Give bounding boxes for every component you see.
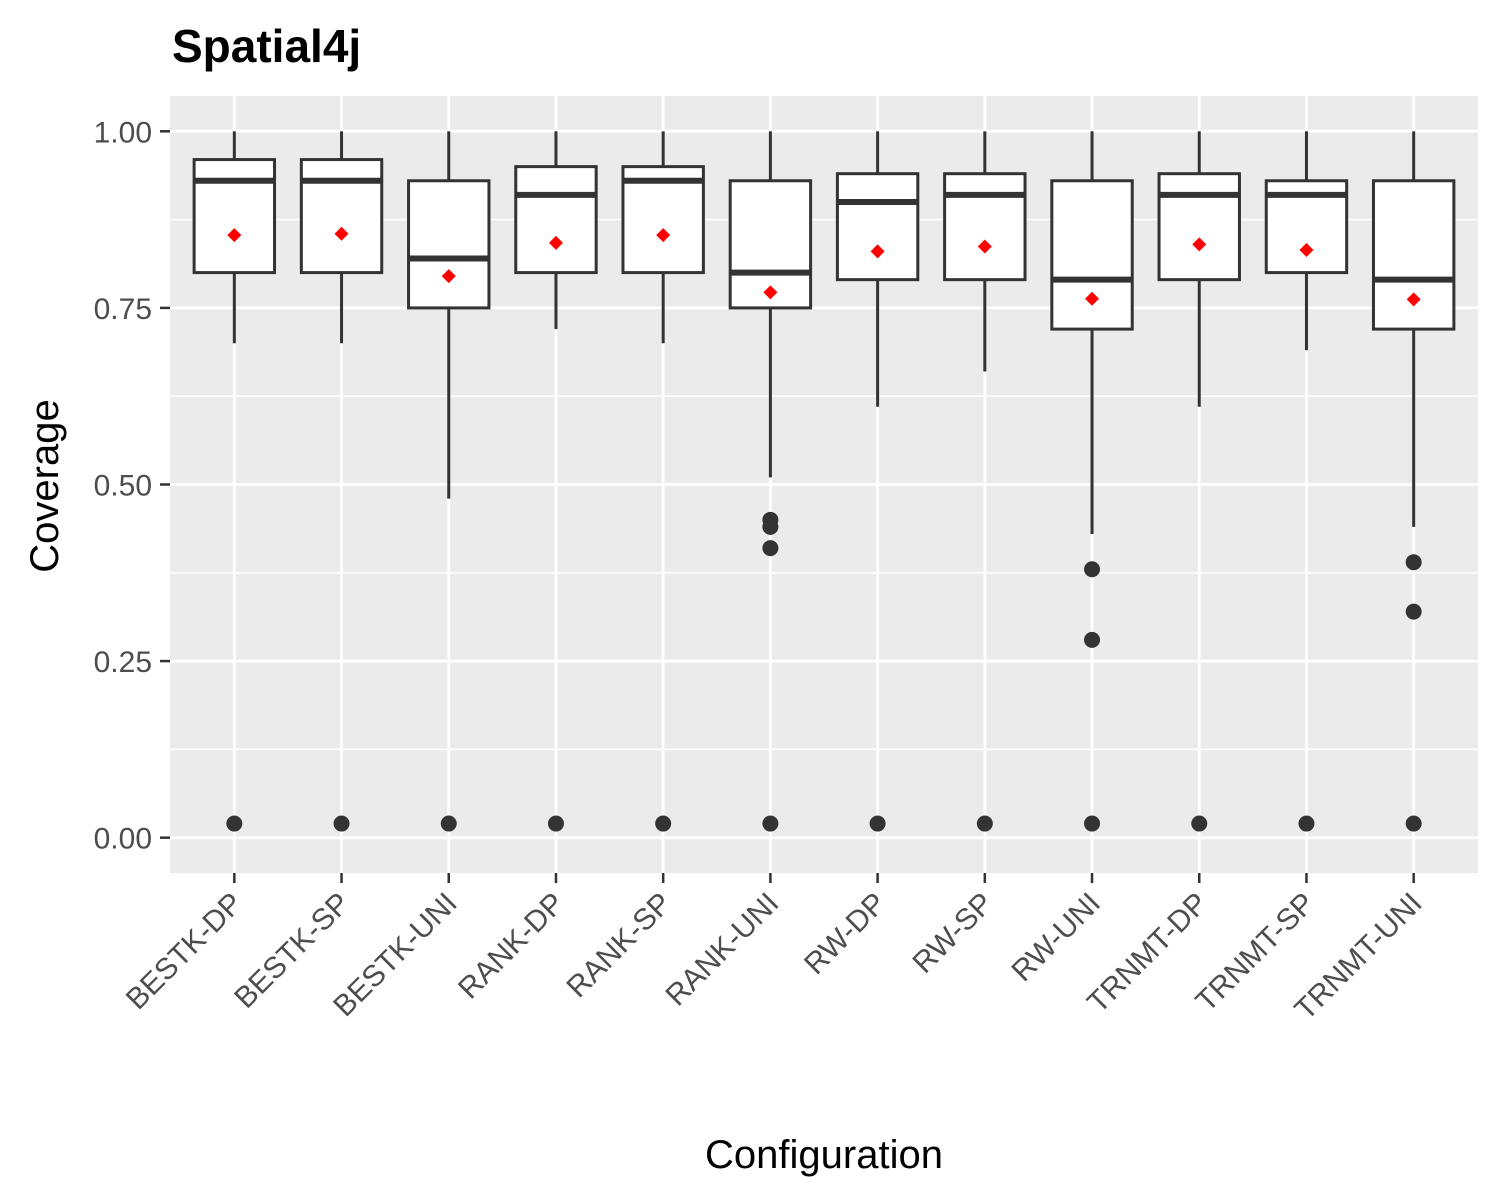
box-body (1157, 172, 1241, 282)
x-axis-title: Configuration (705, 1133, 943, 1177)
box-group (835, 131, 920, 832)
mean-marker (227, 228, 242, 243)
box-body (192, 158, 277, 275)
x-tick-label: RANK-UNI (659, 887, 785, 1013)
outlier-point (1405, 554, 1422, 571)
outlier-point (1191, 815, 1208, 832)
mean-marker (548, 235, 563, 250)
outlier-point (440, 815, 457, 832)
y-tick-label: 0.50 (94, 470, 152, 503)
mean-marker (870, 244, 885, 259)
outlier-point (762, 540, 779, 557)
mean-marker (977, 239, 992, 254)
y-tick-label: 0.00 (94, 823, 152, 856)
x-tick-label: BESTK-DP (120, 887, 249, 1016)
box-body (299, 158, 384, 275)
box-group (1371, 131, 1456, 832)
box-body (621, 165, 705, 275)
y-tick-label: 0.25 (94, 646, 152, 679)
y-tick-label: 0.75 (94, 293, 152, 326)
y-tick-label: 1.00 (94, 116, 152, 149)
box-body (1050, 179, 1134, 331)
mean-marker (334, 226, 349, 241)
box-body (407, 179, 491, 310)
x-tick-label: RW-UNI (1005, 887, 1107, 989)
outlier-point (1084, 561, 1101, 578)
outlier-point (655, 815, 672, 832)
box-group (943, 131, 1027, 832)
mean-marker (441, 269, 456, 284)
outlier-point (1405, 815, 1422, 832)
box-body (514, 165, 598, 275)
outlier-point (762, 815, 779, 832)
box-series (192, 131, 1456, 832)
outlier-point (1084, 815, 1101, 832)
x-tick-label: RANK-SP (560, 887, 678, 1005)
outlier-point (333, 815, 350, 832)
x-tick-label: RW-DP (798, 887, 892, 981)
y-axis-title: Coverage (23, 399, 67, 572)
box-group (407, 131, 491, 832)
box-body (1371, 179, 1456, 331)
box-group (299, 131, 384, 832)
box-group (1157, 131, 1241, 832)
mean-marker (1192, 237, 1207, 252)
box-body (835, 172, 920, 282)
box-body (943, 172, 1027, 282)
box-group (514, 131, 598, 832)
mean-marker (1406, 292, 1421, 307)
box-group (621, 131, 705, 832)
box-group (1050, 131, 1134, 832)
outlier-point (1405, 603, 1422, 620)
box-group (1264, 131, 1349, 832)
outlier-point (547, 815, 564, 832)
outlier-point (869, 815, 886, 832)
outlier-point (1298, 815, 1315, 832)
x-tick-label: RANK-DP (452, 887, 571, 1006)
box-group (728, 131, 813, 832)
box-group (192, 131, 277, 832)
x-axis: BESTK-DPBESTK-SPBESTK-UNIRANK-DPRANK-SPR… (120, 873, 1429, 1027)
x-tick-label: RW-SP (906, 887, 999, 980)
mean-marker (1299, 242, 1314, 257)
mean-marker (763, 285, 778, 300)
grid-lines (170, 96, 1478, 873)
outlier-point (976, 815, 993, 832)
outlier-point (762, 518, 779, 535)
outlier-point (226, 815, 243, 832)
y-axis: 0.00 0.25 0.50 0.75 1.00 (94, 116, 170, 856)
outlier-point (1084, 631, 1101, 648)
mean-marker (656, 228, 671, 243)
mean-marker (1085, 291, 1100, 306)
chart-title: Spatial4j (172, 20, 361, 72)
